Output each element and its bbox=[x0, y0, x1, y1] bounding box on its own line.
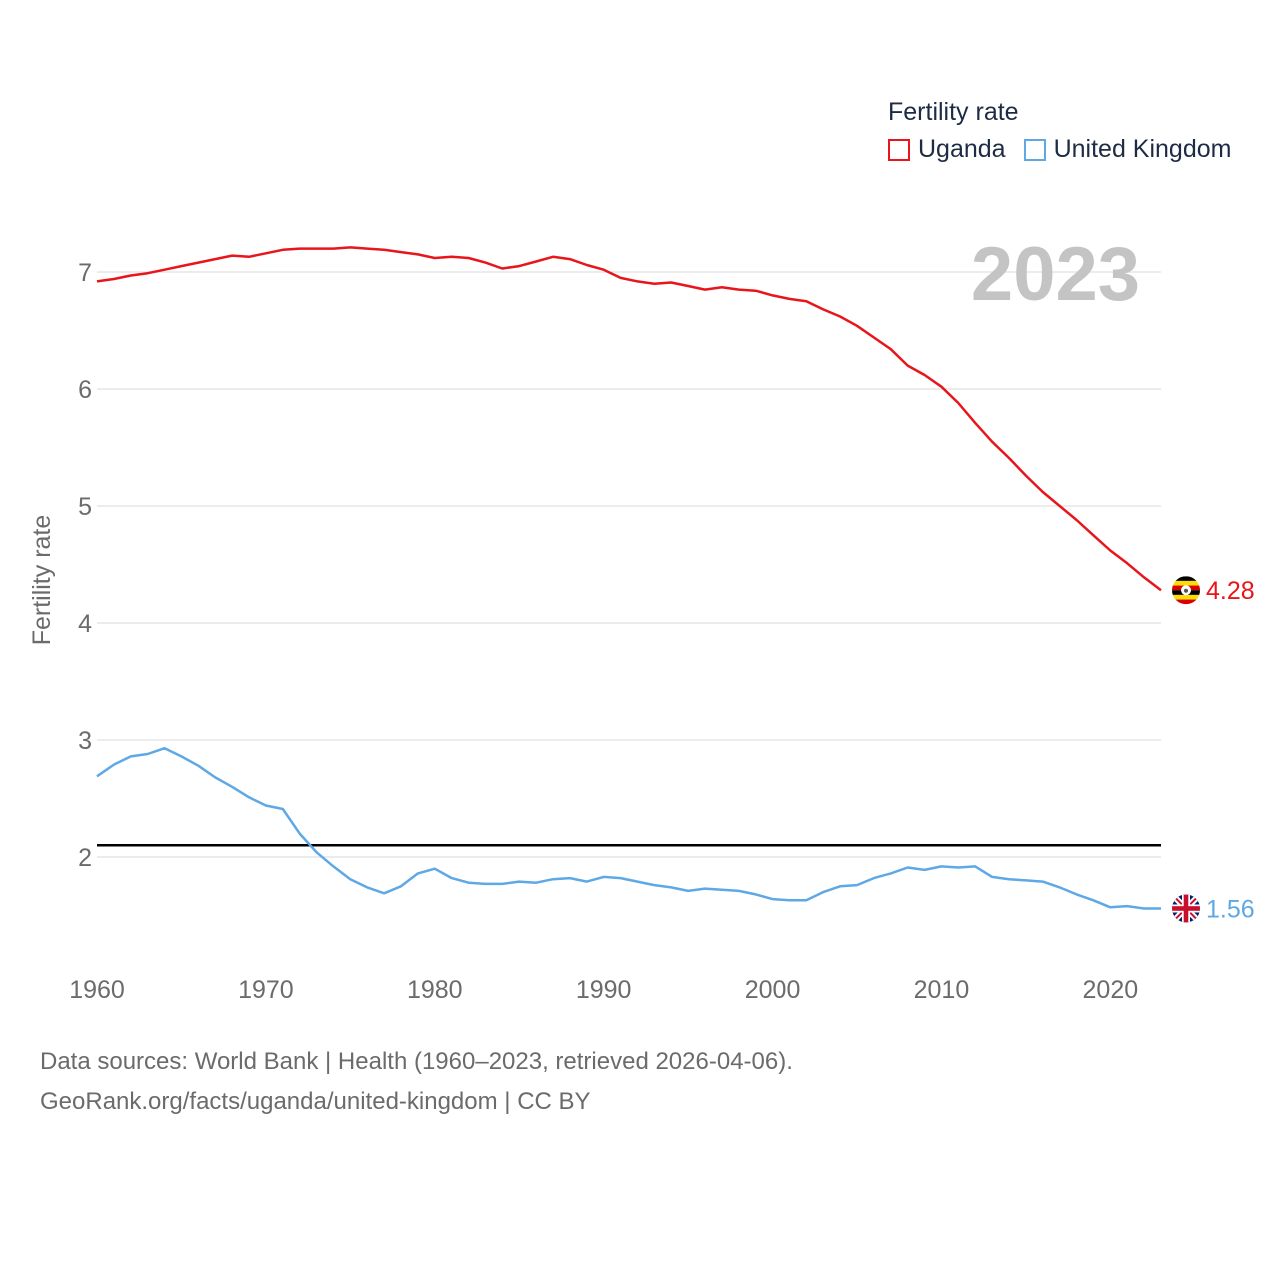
legend-item-united-kingdom[interactable]: United Kingdom bbox=[1023, 135, 1232, 164]
series-line-uganda bbox=[96, 246, 1162, 592]
y-tick-label: 7 bbox=[78, 259, 92, 287]
year-watermark: 2023 bbox=[971, 232, 1140, 317]
uganda-flag-icon bbox=[1172, 576, 1200, 605]
uganda-end-value-label: 4.28 bbox=[1206, 577, 1255, 605]
footer: Data sources: World Bank | Health (1960–… bbox=[40, 1042, 793, 1122]
legend-title: Fertility rate bbox=[888, 98, 1019, 126]
source-link-text[interactable]: GeoRank.org/facts/uganda/united-kingdom … bbox=[40, 1088, 591, 1115]
legend-item-uganda[interactable]: Uganda bbox=[888, 135, 1006, 164]
data-source-text: Data sources: World Bank | Health (1960–… bbox=[40, 1048, 793, 1075]
united-kingdom-end-value-label: 1.56 bbox=[1206, 895, 1255, 923]
legend-items: Uganda United Kingdom bbox=[888, 135, 1249, 164]
x-tick-label: 1970 bbox=[238, 976, 294, 1004]
grid-lines bbox=[97, 271, 1161, 858]
series-lines bbox=[96, 246, 1162, 910]
united-kingdom-swatch-icon bbox=[1023, 138, 1046, 161]
y-axis-ticks: 2 3 4 5 6 7 bbox=[78, 259, 92, 872]
uganda-swatch-icon bbox=[888, 138, 910, 161]
y-tick-label: 4 bbox=[78, 610, 92, 638]
legend: Fertility rate Uganda United Kingdom bbox=[888, 98, 1249, 164]
legend-label-uganda: Uganda bbox=[918, 135, 1006, 163]
legend-label-united-kingdom: United Kingdom bbox=[1053, 135, 1232, 163]
series-line-united-kingdom bbox=[96, 746, 1161, 910]
x-tick-label: 2010 bbox=[914, 976, 970, 1004]
x-tick-label: 1960 bbox=[69, 976, 125, 1004]
y-tick-label: 5 bbox=[78, 493, 92, 521]
y-tick-label: 6 bbox=[78, 376, 92, 404]
y-tick-label: 2 bbox=[78, 844, 92, 872]
y-axis-label: Fertility rate bbox=[28, 515, 56, 646]
x-tick-label: 1990 bbox=[576, 976, 632, 1004]
x-axis-ticks: 1960 1970 1980 1990 2000 2010 2020 bbox=[69, 976, 1138, 1004]
y-tick-label: 3 bbox=[78, 727, 92, 755]
x-tick-label: 2000 bbox=[745, 976, 801, 1004]
x-tick-label: 1980 bbox=[407, 976, 463, 1004]
x-tick-label: 2020 bbox=[1083, 976, 1139, 1004]
united-kingdom-flag-icon bbox=[1172, 894, 1200, 923]
